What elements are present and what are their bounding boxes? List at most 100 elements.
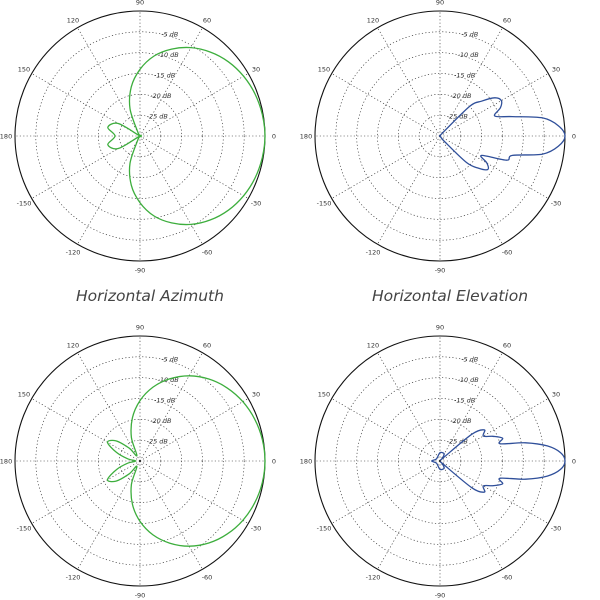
angle-tick-label: -60 — [202, 573, 213, 581]
db-ring-label: -10 dB — [158, 51, 180, 59]
db-ring-label: -5 dB — [161, 355, 179, 363]
caption-horizontal-elevation: Horizontal Elevation — [371, 287, 529, 305]
angle-tick-label: 90 — [136, 0, 144, 6]
radiation-pattern-trace — [106, 375, 266, 547]
angle-tick-label: -150 — [17, 524, 32, 532]
grid-spoke — [139, 27, 203, 137]
grid-ring — [356, 52, 524, 220]
angle-tick-label: -150 — [317, 524, 332, 532]
azimuth-polar-chart-top: 90 60 30 0 -30 -60 -90 -120 -150 180 150 120 -5 dB -1… — [0, 0, 276, 274]
db-ring-label: -25 dB — [447, 438, 469, 446]
azimuth-polar-chart-bottom: 90 60 30 0 -30 -60 -90 -120 -150 180 150 120 -5 dB -1… — [0, 323, 276, 599]
grid-spoke — [331, 73, 441, 137]
angle-tick-label: -30 — [551, 524, 562, 532]
grid-spoke — [139, 352, 203, 462]
grid-spoke — [331, 135, 441, 199]
grid-ring — [335, 31, 545, 241]
angle-tick-label: 90 — [436, 323, 444, 331]
angle-tick-label: -120 — [66, 573, 81, 581]
grid-spoke — [77, 352, 141, 462]
angle-tick-label: -30 — [251, 524, 262, 532]
angle-tick-label: 0 — [272, 457, 276, 465]
angle-tick-label: 90 — [436, 0, 444, 6]
db-ring-label: -25 dB — [447, 113, 469, 121]
angle-tick-label: 30 — [252, 65, 260, 73]
caption-horizontal-azimuth: Horizontal Azimuth — [76, 287, 224, 305]
angle-tick-label: 180 — [300, 132, 312, 140]
angle-tick-label: 150 — [318, 65, 330, 73]
grid-ring — [377, 73, 503, 199]
grid-spoke — [31, 460, 141, 524]
angle-tick-label: -90 — [435, 266, 446, 274]
angle-tick-label: 120 — [367, 16, 379, 24]
grid-spoke — [439, 460, 549, 524]
grid-spoke — [439, 135, 549, 199]
grid-spoke — [139, 398, 249, 462]
angle-tick-label: 120 — [67, 341, 79, 349]
angle-tick-label: 150 — [318, 390, 330, 398]
grid-ring — [356, 377, 524, 545]
angle-tick-label: -150 — [17, 199, 32, 207]
angle-tick-label: 30 — [552, 390, 560, 398]
angle-tick-label: 0 — [572, 132, 576, 140]
grid-spoke — [77, 460, 141, 570]
angle-tick-label: 60 — [203, 341, 211, 349]
db-ring-label: -20 dB — [450, 92, 472, 100]
grid-ring — [35, 31, 245, 241]
elevation-polar-chart-bottom: 90 60 30 0 -30 -60 -90 -120 -150 180 150 120 -5 dB -1… — [300, 323, 576, 599]
grid-ring — [56, 52, 224, 220]
grid-ring — [77, 73, 203, 199]
grid-ring — [377, 398, 503, 524]
db-ring-label: -20 dB — [150, 92, 172, 100]
grid-spoke — [439, 460, 503, 570]
angle-tick-label: 0 — [272, 132, 276, 140]
grid-spoke — [139, 135, 249, 199]
angle-tick-label: 180 — [0, 132, 12, 140]
grid-spoke — [139, 460, 249, 524]
angle-tick-label: 120 — [67, 16, 79, 24]
grid-spoke — [439, 352, 503, 462]
angle-tick-label: 60 — [503, 341, 511, 349]
angle-tick-label: -30 — [551, 199, 562, 207]
grid-spoke — [139, 460, 203, 570]
grid-spoke — [331, 460, 441, 524]
grid-spoke — [139, 135, 203, 245]
angle-tick-label: 0 — [572, 457, 576, 465]
angle-tick-label: -30 — [251, 199, 262, 207]
radiation-pattern-trace — [431, 429, 566, 493]
grid-spoke — [139, 73, 249, 137]
angle-tick-label: 90 — [136, 323, 144, 331]
db-ring-label: -20 dB — [150, 417, 172, 425]
elevation-polar-chart-top: 90 60 30 0 -30 -60 -90 -120 -150 180 150 120 -5 dB -1… — [300, 0, 576, 274]
db-ring-label: -15 dB — [154, 396, 176, 404]
angle-tick-label: 30 — [252, 390, 260, 398]
grid-ring — [56, 377, 224, 545]
grid-spoke — [377, 352, 441, 462]
angle-tick-label: 30 — [552, 65, 560, 73]
grid-spoke — [31, 398, 141, 462]
angle-tick-label: -120 — [66, 248, 81, 256]
angle-tick-label: -120 — [366, 248, 381, 256]
grid-ring — [335, 356, 545, 566]
grid-spoke — [439, 27, 503, 137]
db-ring-label: -5 dB — [161, 30, 179, 38]
db-ring-label: -10 dB — [458, 51, 480, 59]
angle-tick-label: 60 — [203, 16, 211, 24]
grid-spoke — [77, 135, 141, 245]
radiation-pattern-trace — [107, 46, 266, 226]
angle-tick-label: -90 — [435, 591, 446, 599]
angle-tick-label: 180 — [0, 457, 12, 465]
angle-tick-label: -150 — [317, 199, 332, 207]
angle-tick-label: -90 — [135, 591, 146, 599]
grid-ring — [35, 356, 245, 566]
grid-spoke — [439, 398, 549, 462]
db-ring-label: -15 dB — [454, 71, 476, 79]
grid-spoke — [439, 73, 549, 137]
angle-tick-label: -90 — [135, 266, 146, 274]
grid-spoke — [377, 135, 441, 245]
angle-tick-label: -60 — [202, 248, 213, 256]
angle-tick-label: 60 — [503, 16, 511, 24]
angle-tick-label: -60 — [502, 248, 513, 256]
grid-spoke — [77, 27, 141, 137]
angle-tick-label: -120 — [366, 573, 381, 581]
